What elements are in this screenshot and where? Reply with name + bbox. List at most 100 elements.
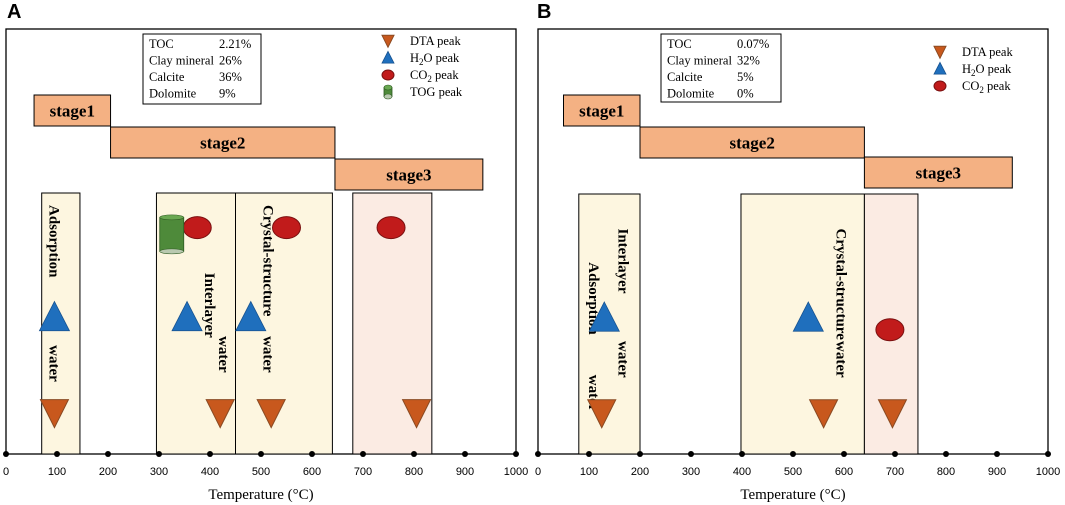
h2o-peak-marker	[235, 300, 267, 332]
legend-label-tail: peak	[984, 79, 1011, 93]
composition-value: 0.07%	[737, 37, 769, 51]
h2o-peak-marker	[933, 61, 947, 75]
stage-label: stage3	[916, 164, 961, 183]
axis-tick-label: 0	[535, 466, 541, 478]
legend-label-main: DTA peak	[410, 34, 461, 48]
legend-label-main: DTA peak	[962, 45, 1013, 59]
co2-peak-marker	[381, 69, 395, 81]
axis-tick-dot	[3, 451, 9, 457]
tog-peak-marker	[383, 84, 393, 100]
legend-label-tail: O peak	[424, 51, 460, 65]
axis-tick-label: 800	[937, 466, 955, 478]
legend-label-main: H	[410, 51, 419, 65]
dta-peak-marker	[205, 399, 236, 429]
legend-label-tail: peak	[432, 68, 459, 82]
axis-tick-dot	[739, 451, 745, 457]
axis-tick-label: 100	[48, 466, 66, 478]
legend-label-subscript: 2	[971, 68, 976, 78]
axis-tick-dot	[105, 451, 111, 457]
h2o-peak-marker	[588, 301, 620, 332]
axis-tick-label: 1000	[504, 466, 528, 478]
legend-label-main: CO	[962, 79, 979, 93]
h2o-peak-marker	[792, 301, 824, 332]
axis-tick-dot	[54, 451, 60, 457]
stage-label: stage3	[386, 166, 431, 185]
legend-label-subscript: 2	[427, 74, 432, 84]
axis-tick-dot	[258, 451, 264, 457]
zone-label: water	[615, 341, 631, 378]
zone-label: Interlayer	[615, 229, 631, 294]
legend-label: H2O peak	[962, 62, 1012, 78]
composition-label: TOC	[667, 37, 692, 51]
x-axis-title: Temperature (°C)	[208, 487, 313, 503]
axis-tick-dot	[790, 451, 796, 457]
composition-label: TOC	[149, 37, 174, 51]
axis-tick-label: 700	[354, 466, 372, 478]
legend-label: DTA peak	[962, 45, 1013, 59]
zone-label: Crystal-structure	[260, 205, 276, 317]
composition-value: 26%	[219, 54, 242, 68]
axis-tick-label: 700	[886, 466, 904, 478]
legend-label-main: H	[962, 62, 971, 76]
axis-tick-dot	[360, 451, 366, 457]
stage-bar	[863, 156, 1013, 189]
co2-peak-marker	[933, 80, 947, 92]
legend-label: CO2 peak	[962, 79, 1011, 95]
axis-tick-dot	[841, 451, 847, 457]
axis-tick-label: 300	[682, 466, 700, 478]
stage-bar	[110, 126, 336, 159]
composition-value: 32%	[737, 54, 760, 68]
zone-label: water	[215, 336, 231, 373]
tog-cylinder-cap	[383, 93, 393, 100]
stage-bar	[639, 126, 865, 159]
legend-label-main: CO	[410, 68, 427, 82]
h2o-peak-marker	[38, 300, 71, 332]
axis-tick-dot	[411, 451, 417, 457]
composition-label: Clay mineral	[149, 54, 214, 68]
h2o-peak-marker	[171, 300, 203, 332]
axis-tick-dot	[1045, 451, 1051, 457]
axis-tick-label: 500	[252, 466, 270, 478]
co2-peak-marker	[182, 216, 212, 240]
legend-label: CO2 peak	[410, 68, 459, 84]
legend-label: TOG peak	[410, 85, 463, 99]
legend-label-subscript: 2	[419, 57, 424, 67]
axis-tick-dot	[309, 451, 315, 457]
axis-tick-dot	[637, 451, 643, 457]
co2-peak-marker	[376, 216, 406, 240]
axis-tick-dot	[513, 451, 519, 457]
composition-value: 2.21%	[219, 37, 251, 51]
axis-tick-label: 300	[150, 466, 168, 478]
composition-value: 9%	[219, 87, 236, 101]
legend-label-main: TOG peak	[410, 85, 463, 99]
axis-tick-label: 1000	[1036, 466, 1060, 478]
axis-tick-label: 600	[303, 466, 321, 478]
axis-tick-dot	[207, 451, 213, 457]
stage-label: stage2	[730, 134, 775, 153]
composition-label: Dolomite	[667, 87, 715, 101]
tog-cylinder-cap	[383, 84, 393, 91]
composition-box	[142, 33, 262, 105]
composition-value: 0%	[737, 87, 754, 101]
composition-label: Calcite	[149, 70, 185, 84]
co2-peak-marker	[272, 216, 301, 240]
composition-box	[660, 33, 782, 103]
axis-tick-label: 900	[456, 466, 474, 478]
axis-tick-label: 600	[835, 466, 853, 478]
zone-label: water	[260, 336, 276, 373]
zone-label: Crystal-structure	[832, 229, 848, 341]
stage-label: stage2	[200, 134, 245, 153]
axis-tick-label: 500	[784, 466, 802, 478]
axis-tick-dot	[892, 451, 898, 457]
dta-peak-marker	[381, 34, 395, 49]
h2o-peak-marker	[381, 50, 395, 64]
panel-label-a: A	[7, 1, 21, 23]
legend-label: DTA peak	[410, 34, 461, 48]
stage-bar	[33, 94, 112, 127]
tog-cylinder-cap	[159, 214, 185, 221]
stage-label: stage1	[50, 102, 95, 121]
axis-tick-dot	[943, 451, 949, 457]
zone-label: water	[45, 345, 61, 382]
